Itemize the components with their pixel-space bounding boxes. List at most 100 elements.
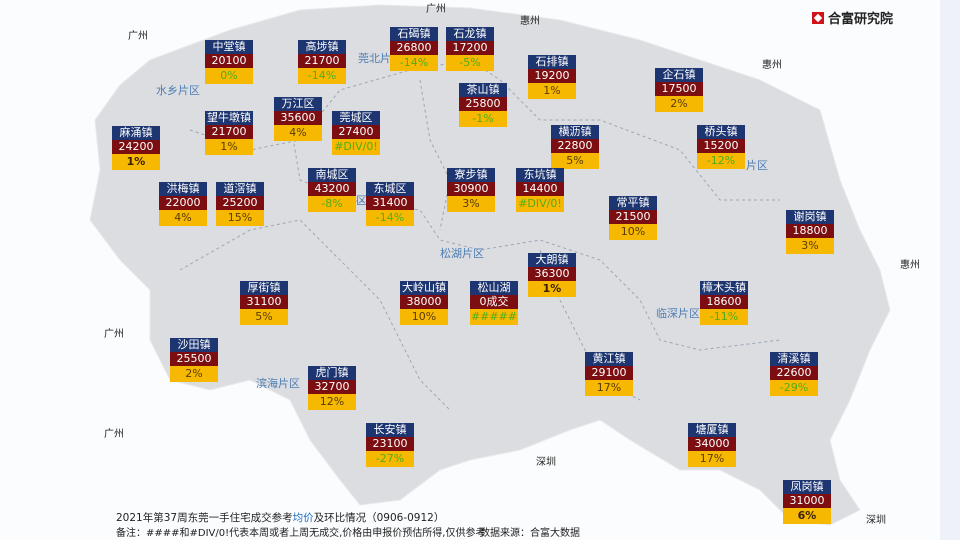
town-change: 4% [274, 125, 322, 141]
town-change: 1% [528, 83, 576, 99]
town-price: 21700 [298, 54, 346, 68]
town-change: -14% [298, 68, 346, 84]
map-label-guangzhou: 广州 [426, 4, 446, 15]
town-change: 1% [528, 281, 576, 297]
town-label-box: 寮步镇 30900 3% [447, 168, 495, 212]
town-price: 34000 [688, 437, 736, 451]
town-name: 桥头镇 [697, 125, 745, 139]
town-change: -14% [390, 55, 438, 71]
zone-binhai: 滨海片区 [256, 377, 300, 390]
map-label-huizhou: 惠州 [520, 16, 540, 27]
map-label-shenzhen: 深圳 [536, 457, 556, 468]
town-change: -12% [697, 153, 745, 169]
zone-dongbu: 片区 [746, 159, 768, 172]
town-price: 22800 [551, 139, 599, 153]
footer-title: 2021年第37周东莞一手住宅成交参考均价及环比情况（0906-0912） [116, 512, 445, 524]
town-price: 31000 [783, 494, 831, 508]
town-label-box: 清溪镇 22600 -29% [770, 352, 818, 396]
town-label-box: 大岭山镇 38000 10% [400, 281, 448, 325]
map-label-guangzhou: 广州 [104, 329, 124, 340]
zone-shuixiang: 水乡片区 [156, 84, 200, 97]
zone-songhu: 松湖片区 [440, 247, 484, 260]
town-name: 东城区 [366, 182, 414, 196]
town-price: 21500 [609, 210, 657, 224]
logo: 合富研究院 [812, 8, 893, 27]
town-price: 18600 [700, 295, 748, 309]
town-change: 4% [159, 210, 207, 226]
town-name: 中堂镇 [205, 40, 253, 54]
town-label-box: 横沥镇 22800 5% [551, 125, 599, 169]
map-label-shenzhen: 深圳 [866, 515, 886, 526]
town-price: 17200 [446, 41, 494, 55]
zone-chengqu: 区 [356, 194, 367, 207]
town-price: 0成交 [470, 295, 518, 309]
town-name: 茶山镇 [459, 83, 507, 97]
town-price: 17500 [655, 82, 703, 96]
town-label-box: 石碣镇 26800 -14% [390, 27, 438, 71]
town-label-box: 企石镇 17500 2% [655, 68, 703, 112]
town-name: 厚街镇 [240, 281, 288, 295]
town-price: 25200 [216, 196, 264, 210]
town-name: 大岭山镇 [400, 281, 448, 295]
town-change: 3% [447, 196, 495, 212]
right-edge-stripe [940, 0, 960, 540]
map-label-guangzhou: 广州 [128, 31, 148, 42]
town-name: 麻涌镇 [112, 126, 160, 140]
town-name: 樟木头镇 [700, 281, 748, 295]
town-price: 18800 [786, 224, 834, 238]
town-name: 清溪镇 [770, 352, 818, 366]
town-change: 3% [786, 238, 834, 254]
town-label-box: 凤岗镇 31000 6% [783, 480, 831, 524]
map-label-huizhou: 惠州 [762, 60, 782, 71]
town-change: -29% [770, 380, 818, 396]
town-name: 常平镇 [609, 196, 657, 210]
town-name: 塘厦镇 [688, 423, 736, 437]
town-label-box: 莞城区 27400 #DIV/0! [332, 111, 380, 155]
town-name: 企石镇 [655, 68, 703, 82]
town-name: 东坑镇 [516, 168, 564, 182]
town-price: 36300 [528, 267, 576, 281]
town-label-box: 石龙镇 17200 -5% [446, 27, 494, 71]
town-label-box: 石排镇 19200 1% [528, 55, 576, 99]
town-label-box: 谢岗镇 18800 3% [786, 210, 834, 254]
town-name: 万江区 [274, 97, 322, 111]
town-name: 南城区 [308, 168, 356, 182]
town-change: 1% [205, 139, 253, 155]
town-change: -14% [366, 210, 414, 226]
town-price: 27400 [332, 125, 380, 139]
town-name: 石龙镇 [446, 27, 494, 41]
town-name: 松山湖 [470, 281, 518, 295]
town-change: -1% [459, 111, 507, 127]
town-price: 24200 [112, 140, 160, 154]
town-price: 29100 [585, 366, 633, 380]
town-name: 道滘镇 [216, 182, 264, 196]
town-change: 15% [216, 210, 264, 226]
town-change: ##### [470, 309, 518, 325]
footer-note: 备注：####和#DIV/0!代表本周或者上周无成交,价格由申报价预估所得,仅供… [116, 528, 486, 539]
town-name: 大朗镇 [528, 253, 576, 267]
town-name: 谢岗镇 [786, 210, 834, 224]
town-price: 14400 [516, 182, 564, 196]
town-change: 5% [551, 153, 599, 169]
town-change: 2% [170, 366, 218, 382]
town-price: 30900 [447, 182, 495, 196]
town-label-box: 桥头镇 15200 -12% [697, 125, 745, 169]
town-name: 洪梅镇 [159, 182, 207, 196]
logo-icon [812, 11, 824, 24]
town-change: 10% [609, 224, 657, 240]
town-price: 21700 [205, 125, 253, 139]
town-change: 10% [400, 309, 448, 325]
town-label-box: 虎门镇 32700 12% [308, 366, 356, 410]
town-label-box: 南城区 43200 -8% [308, 168, 356, 212]
town-label-box: 茶山镇 25800 -1% [459, 83, 507, 127]
town-label-box: 沙田镇 25500 2% [170, 338, 218, 382]
town-label-box: 麻涌镇 24200 1% [112, 126, 160, 170]
town-label-box: 大朗镇 36300 1% [528, 253, 576, 297]
town-change: -8% [308, 196, 356, 212]
town-label-box: 望牛墩镇 21700 1% [205, 111, 253, 155]
town-change: 1% [112, 154, 160, 170]
town-name: 寮步镇 [447, 168, 495, 182]
town-name: 高埗镇 [298, 40, 346, 54]
town-change: 0% [205, 68, 253, 84]
